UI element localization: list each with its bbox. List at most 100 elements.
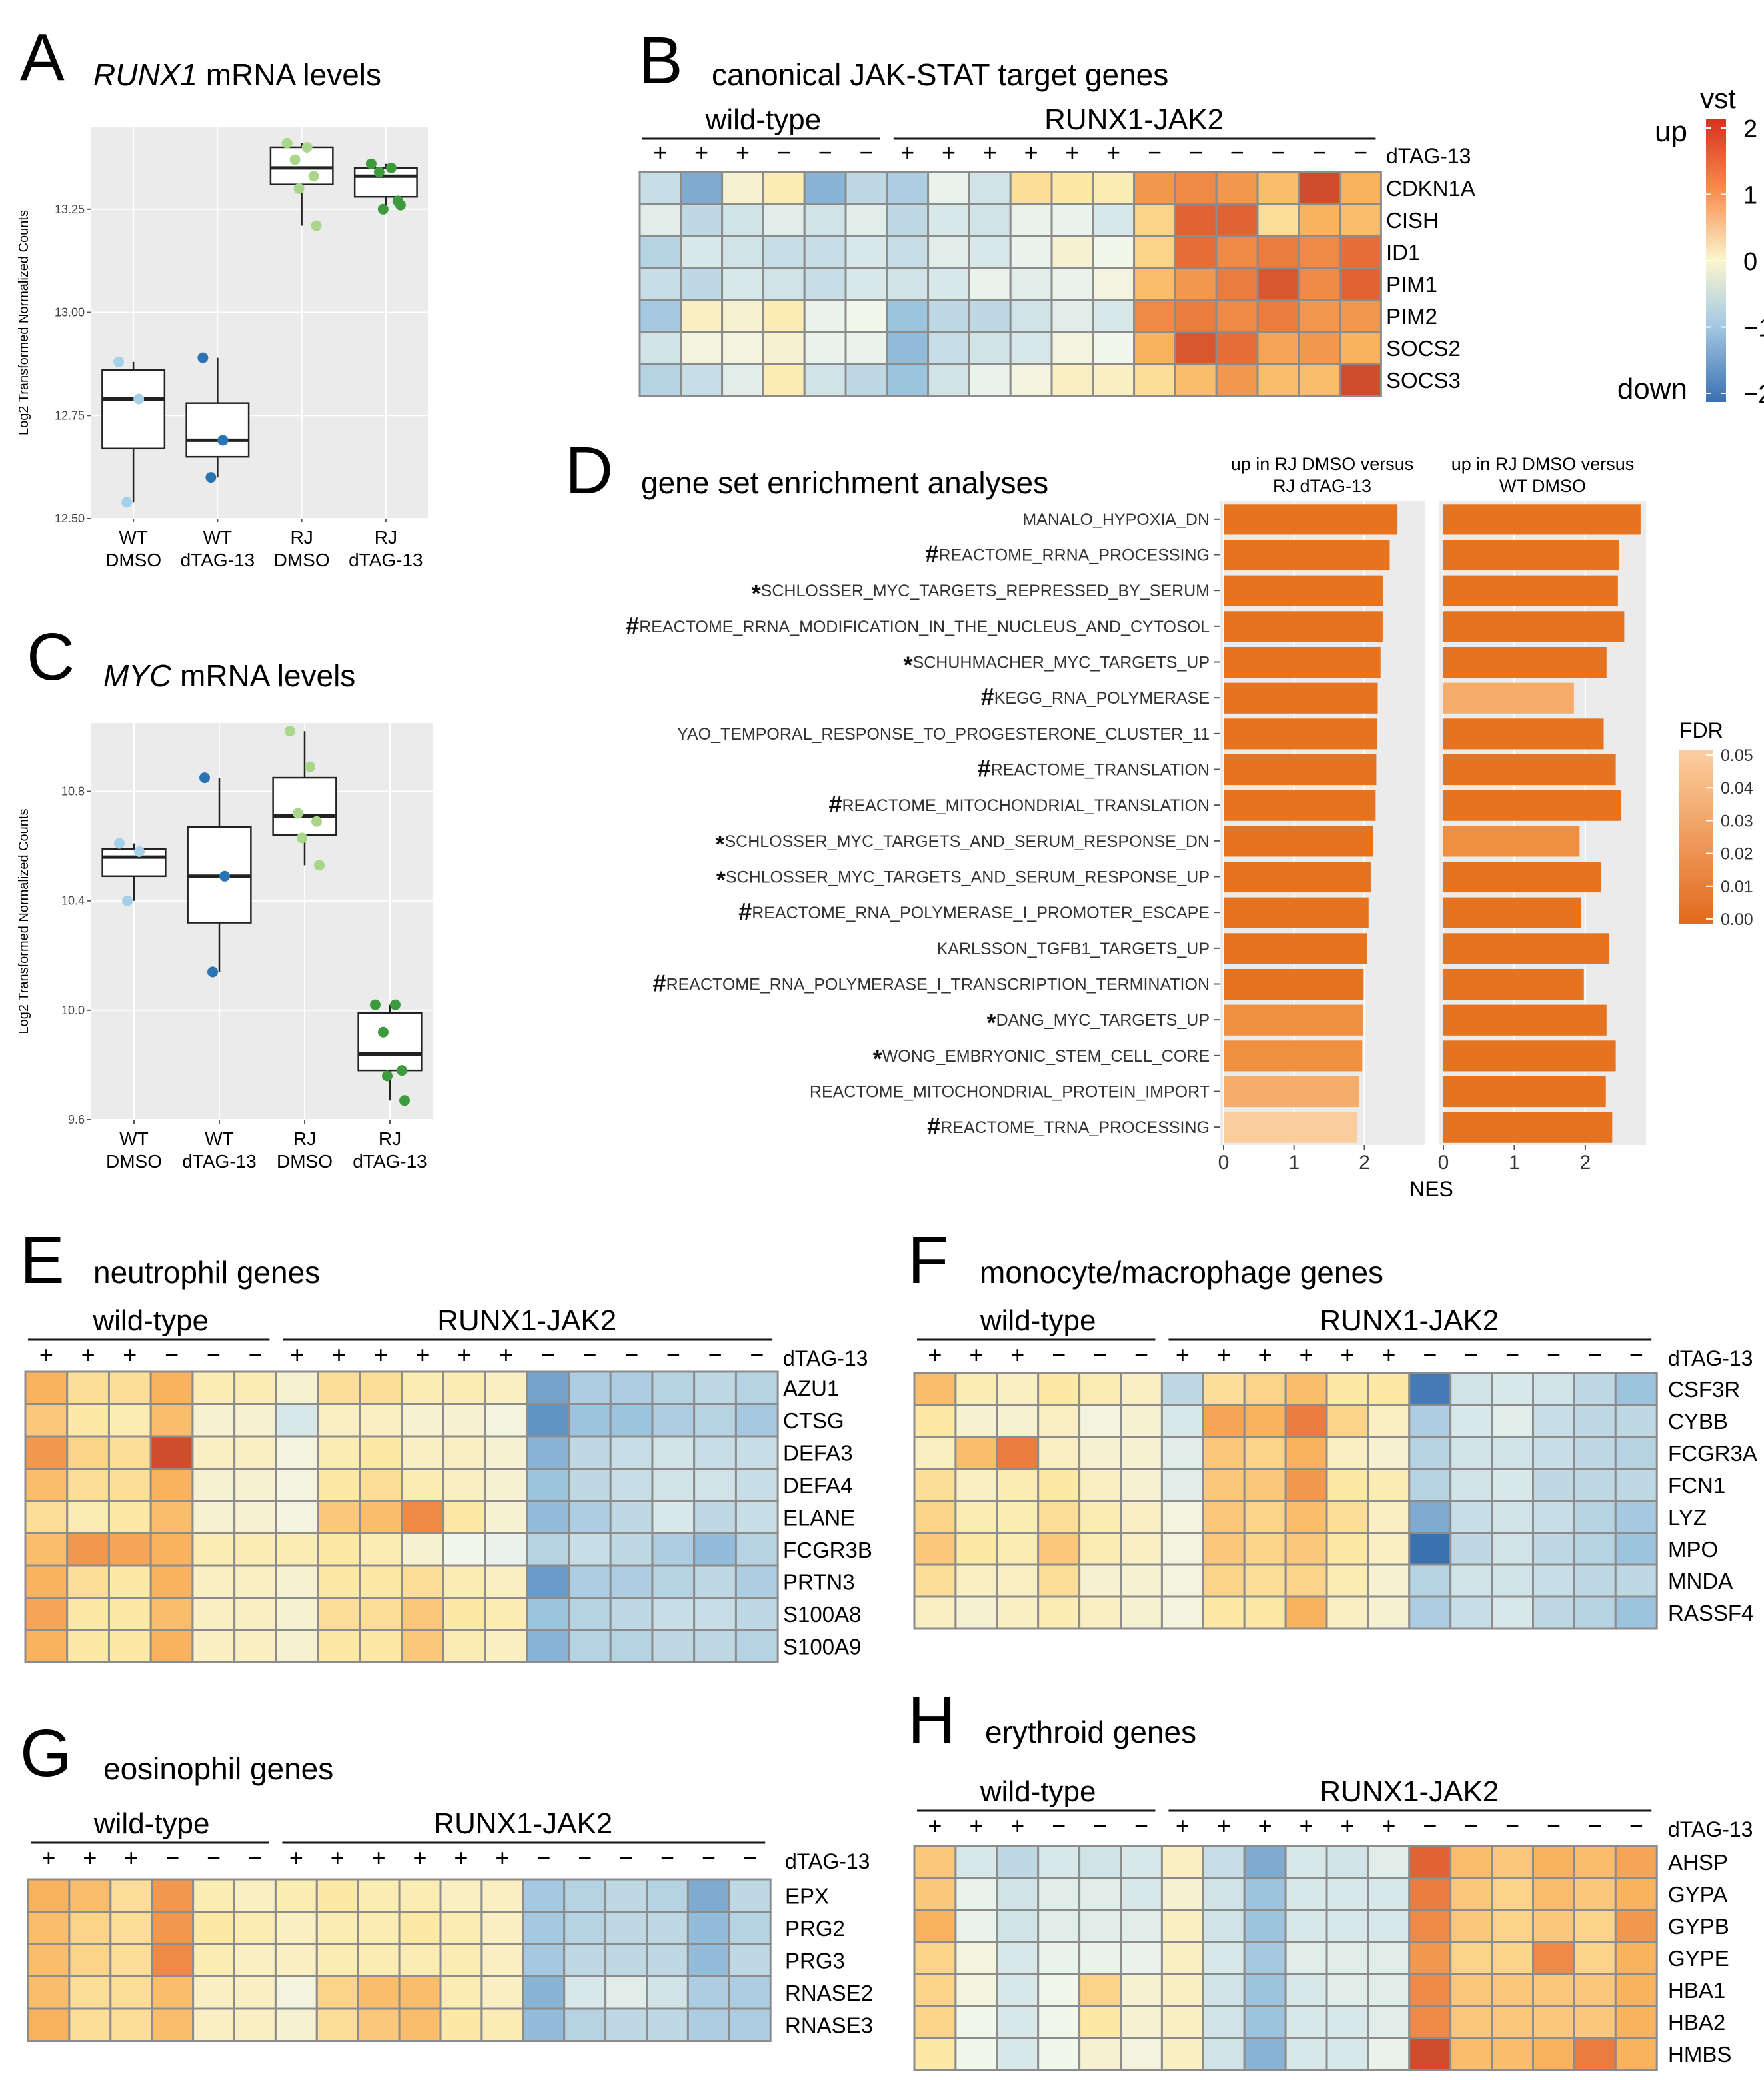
x-tick-label: dTAG-13 [181,550,255,570]
heatmap-cell [149,1435,194,1470]
data-point [301,141,313,153]
heatmap-cell [1078,1941,1122,1975]
heatmap-cell [66,1468,110,1502]
x-tick-label: WT [205,1128,234,1149]
heatmap-cell [24,1564,69,1599]
heatmap-row-label: RNASE2 [785,1981,873,2005]
heatmap-cell [734,1370,779,1405]
heatmap-cell [638,363,682,397]
heatmap-cell [913,1941,957,1975]
heatmap-cell [442,1370,486,1405]
x-tick-label: WT [119,527,148,548]
heatmap-cell [1449,2005,1493,2039]
treatment-sign: − [165,1844,179,1871]
heatmap-cell [1174,299,1218,333]
treatment-sign: − [708,1341,722,1368]
treatment-sign: + [928,1341,942,1368]
heatmap-cell [1160,1500,1204,1534]
heatmap-cell [1491,2037,1535,2071]
heatmap-cell [398,1878,442,1913]
heatmap-cell [442,1500,486,1534]
heatmap-cell [191,1370,236,1405]
heatmap-cell [317,1468,361,1502]
heatmap-cell [1037,1595,1081,1630]
heatmap-cell [315,1943,359,1977]
heatmap-cell [1532,2005,1575,2039]
heatmap-cell [721,171,764,205]
group-label-runx1-jak2: RUNX1-JAK2 [437,1304,616,1337]
group-label-runx1-jak2: RUNX1-JAK2 [1044,103,1224,136]
heatmap-cell [1367,1468,1411,1502]
data-point [293,183,305,194]
heatmap-cell [191,1597,236,1631]
gene-set-label: *SCHLOSSER_MYC_TARGETS_REPRESSED_BY_SERU… [752,580,1210,607]
heatmap-cell [1050,203,1094,237]
heatmap-cell [1408,1563,1452,1598]
treatment-sign: + [969,1812,983,1839]
heatmap-cell [233,1943,277,1977]
heatmap-cell [1614,2037,1658,2071]
heatmap-cell [1078,2037,1122,2071]
treatment-sign: − [702,1844,716,1871]
heatmap-cell [357,1911,401,1945]
heatmap-cell [1215,267,1259,301]
heatmap-cell [1120,1845,1163,1879]
x-tick-label: WT [119,1128,149,1149]
heatmap-cell [1174,363,1218,397]
treatment-sign: + [653,139,667,166]
heatmap-row-label: CISH [1386,208,1439,233]
heatmap-cell [1078,1595,1122,1630]
heatmap-cell [1120,1595,1163,1630]
heatmap-cell [1160,1877,1204,1911]
heatmap-cell [803,267,847,301]
heatmap-cell [480,1911,524,1945]
heatmap-cell [954,1941,998,1975]
heatmap-cell [734,1403,779,1438]
heatmap-cell [1449,1436,1493,1470]
gsea-bar [1224,646,1381,678]
heatmap-cell [1491,1845,1535,1879]
heatmap-cell [609,1597,654,1631]
treatment-label: dTAG-13 [783,1346,868,1370]
heatmap-row-label: GYPB [1668,1914,1729,1939]
heatmap-cell [274,1911,318,1945]
heatmap-cell [927,203,970,237]
heatmap-cell [968,267,1012,301]
heatmap-cell [968,363,1012,397]
treatment-sign: − [1093,1812,1107,1839]
heatmap-cell [1120,2005,1163,2039]
heatmap-cell [721,299,764,333]
heatmap-cell [1092,363,1136,397]
heatmap-cell [913,2005,957,2039]
heatmap-cell [927,267,970,301]
treatment-sign: + [1381,1812,1395,1839]
treatment-sign: + [290,1341,304,1368]
box [353,167,418,198]
heatmap-row-label: FCGR3B [783,1538,872,1562]
heatmap-cell [563,1878,607,1913]
treatment-sign: − [1148,139,1162,166]
x-tick-label: DMSO [277,1151,333,1172]
heatmap-cell [24,1370,69,1405]
heatmap-cell [1284,1372,1328,1406]
heatmap-cell [1573,1845,1617,1879]
heatmap-cell [604,1911,648,1945]
heatmap-cell [1491,1500,1535,1534]
heatmap-cell [728,1911,772,1945]
heatmap-row-label: HMBS [1668,2042,1731,2067]
heatmap-cell [1614,1372,1658,1406]
heatmap-cell [1050,331,1094,365]
group-label-runx1-jak2: RUNX1-JAK2 [1320,1775,1499,1808]
heatmap-cell [1120,1563,1163,1598]
heatmap-cell [1160,1845,1204,1879]
treatment-sign: + [332,1341,346,1368]
data-point [365,158,377,169]
treatment-sign: − [1052,1341,1066,1368]
heatmap-cell [480,2007,524,2042]
gene-set-label: REACTOME_MITOCHONDRIAL_PROTEIN_IMPORT [810,1083,1210,1102]
treatment-sign: − [1052,1812,1066,1839]
data-point [305,761,315,772]
heatmap-cell [1449,1973,1493,2007]
data-point [308,171,319,182]
heatmap-row-label: AZU1 [783,1376,839,1400]
